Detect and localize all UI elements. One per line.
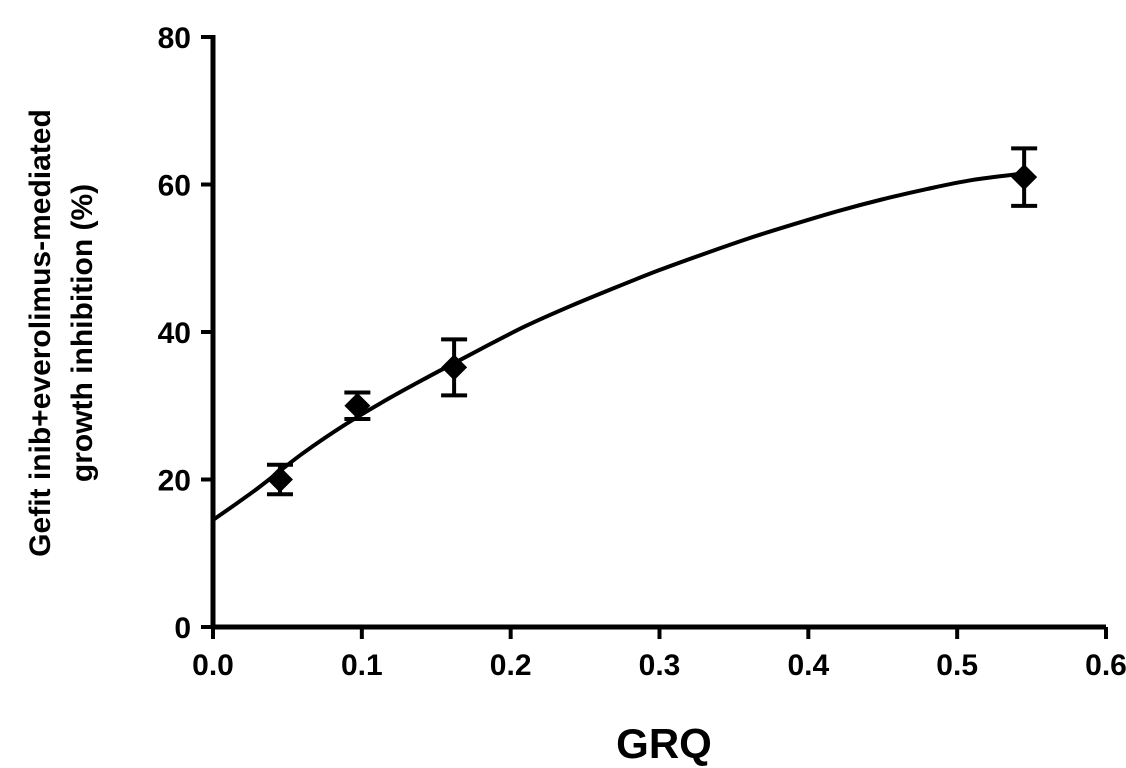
- data-point-group: [441, 337, 468, 398]
- y-tick-label: 80: [158, 22, 191, 55]
- y-tick-label: 0: [174, 612, 191, 645]
- axes: 0.0 0.1 0.2 0.3 0.4 0.5 0.6 0 20 40 60 80: [158, 22, 1126, 682]
- x-tick-label: 0.0: [192, 649, 234, 682]
- fit-curve-layer: [211, 171, 1025, 522]
- x-tick-label: 0.5: [936, 649, 978, 682]
- y-axis-title: Gefit inib+everolimus-mediated growth in…: [24, 109, 99, 557]
- y-axis-title-line1: Gefit inib+everolimus-mediated: [24, 109, 57, 557]
- data-point-group: [1011, 146, 1038, 208]
- data-point-group: [266, 462, 293, 497]
- data-point-marker: [1011, 164, 1038, 191]
- data-points-layer: [266, 146, 1038, 497]
- data-point-marker: [441, 354, 468, 381]
- x-tick-label: 0.6: [1085, 649, 1126, 682]
- data-point-group: [344, 390, 371, 422]
- y-tick-label: 40: [158, 317, 191, 350]
- y-tick-label: 20: [158, 465, 191, 498]
- data-point-marker: [344, 392, 371, 419]
- y-axis-title-line2: growth inhibition (%): [66, 184, 99, 482]
- y-tick-label: 60: [158, 170, 191, 203]
- data-point-marker: [266, 466, 293, 493]
- x-tick-label: 0.2: [490, 649, 532, 682]
- x-axis-title: GRQ: [616, 720, 712, 767]
- x-tick-label: 0.4: [787, 649, 829, 682]
- fit-curve-line: [211, 171, 1025, 522]
- x-tick-label: 0.3: [639, 649, 681, 682]
- x-tick-label: 0.1: [341, 649, 383, 682]
